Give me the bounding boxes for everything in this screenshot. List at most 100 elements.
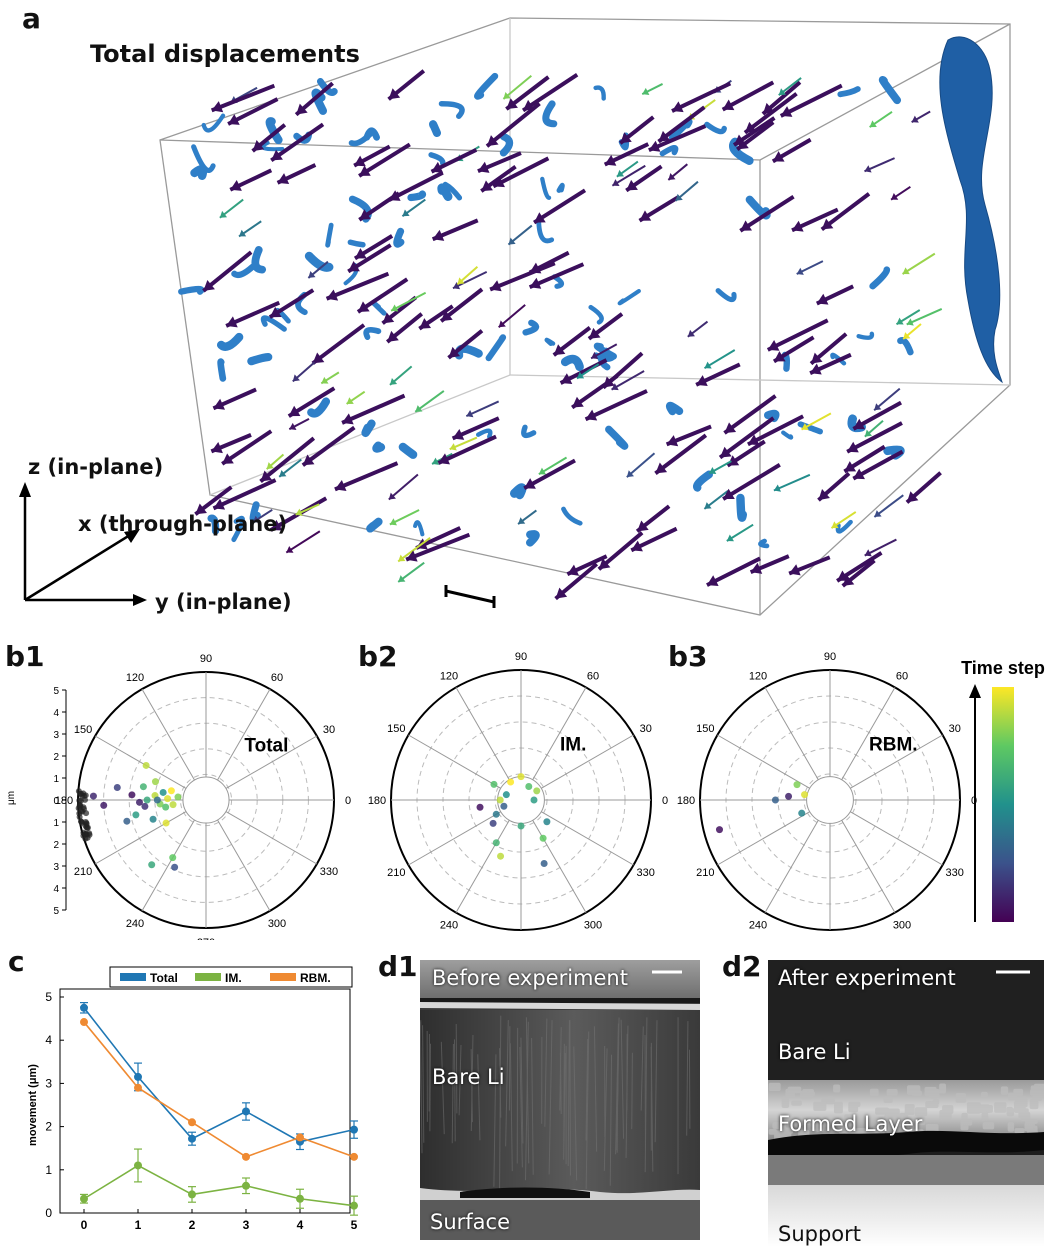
polar-point	[517, 773, 525, 781]
polar-point	[151, 778, 159, 786]
displacement-arrow	[911, 110, 931, 123]
radial-tick-label: 2	[53, 752, 59, 763]
polar-point	[167, 787, 175, 795]
polar-point	[132, 811, 140, 819]
displacement-arrow	[846, 421, 903, 454]
polar-angle-label: 300	[268, 918, 286, 930]
data-point	[188, 1118, 196, 1127]
particle-blob	[429, 120, 441, 138]
polar-angle-label: 240	[749, 920, 767, 932]
displacement-arrow	[671, 81, 732, 113]
particle-blob	[454, 344, 483, 360]
particle-blob	[437, 183, 453, 201]
displacement-arrow	[836, 551, 883, 583]
displacement-arrow	[202, 250, 253, 293]
polar-spoke	[532, 820, 587, 913]
particle-blob	[474, 72, 499, 100]
displacement-arrow	[809, 352, 852, 375]
polar-point	[801, 791, 809, 799]
displacement-arrow	[890, 186, 911, 201]
polar-point	[507, 778, 515, 786]
displacement-arrow	[485, 102, 541, 148]
polar-angle-label: 210	[387, 867, 405, 879]
particle-blob	[736, 493, 748, 522]
displacement-arrow	[749, 554, 790, 575]
radial-tick-label: 5	[53, 686, 59, 697]
particle-blob	[190, 165, 208, 180]
displacement-arrow	[852, 449, 904, 481]
d2-top-label: After experiment	[778, 966, 956, 990]
polar-spoke	[850, 734, 943, 789]
d1-mid-label: Bare Li	[432, 1065, 505, 1089]
displacement-arrow	[278, 458, 302, 478]
polar-point	[543, 818, 551, 826]
polar-center	[182, 776, 230, 824]
axis-label-y: y (in-plane)	[155, 590, 292, 614]
displacement-arrow	[210, 433, 252, 454]
displacement-arrow	[225, 300, 281, 328]
particle-blob	[325, 222, 334, 248]
displacement-arrow	[801, 412, 832, 431]
particle-blob	[265, 117, 283, 145]
displacement-arrow	[864, 420, 884, 438]
polar-angle-label: 300	[893, 920, 911, 932]
displacement-arrow	[703, 489, 729, 510]
polar-point	[171, 863, 179, 871]
particle-blob	[659, 144, 679, 157]
y-tick-label: 1	[45, 1163, 52, 1177]
displacement-arrow	[301, 425, 356, 467]
radial-tick-label: 5	[53, 906, 59, 917]
displacement-arrow	[390, 291, 427, 312]
displacement-arrow	[477, 151, 522, 174]
displacement-arrow	[703, 349, 736, 370]
displacement-arrow	[353, 234, 394, 261]
data-point	[80, 1018, 88, 1027]
displacement-arrow	[864, 157, 895, 173]
displacement-arrow	[447, 329, 484, 360]
polar-spoke	[717, 811, 810, 866]
polar-angle-label: 270	[821, 939, 839, 940]
panel-a-title: Total displacements	[90, 40, 360, 68]
data-point	[188, 1190, 196, 1199]
displacement-arrow	[210, 83, 276, 113]
displacement-arrow	[388, 473, 419, 501]
particle-blob	[366, 517, 383, 533]
displacement-arrow	[528, 262, 585, 290]
displacement-arrow	[437, 434, 497, 465]
polar-angle-label: 90	[824, 651, 836, 663]
sem-image-after: After experiment Bare Li Formed Layer Su…	[768, 960, 1044, 1247]
polar-point	[496, 796, 504, 804]
particle-blob	[499, 132, 514, 157]
displacement-arrow	[778, 77, 802, 96]
displacement-arrow	[552, 326, 592, 357]
polar-label: Total	[244, 735, 288, 756]
displacement-arrow	[270, 122, 325, 163]
displacement-arrow	[386, 312, 424, 344]
displacement-arrow	[905, 471, 942, 504]
x-tick-label: 2	[189, 1218, 196, 1232]
axis-label-z: z (in-plane)	[28, 455, 164, 479]
displacement-arrow	[449, 436, 478, 451]
particle-blob	[438, 100, 465, 120]
axis-triad	[19, 482, 147, 606]
displacement-arrow	[347, 243, 392, 274]
polar-spoke	[541, 734, 634, 789]
d1-top-label: Before experiment	[432, 966, 628, 990]
colorbar-title: Time step	[961, 658, 1045, 678]
x-tick-label: 1	[135, 1218, 142, 1232]
polar-point	[135, 798, 143, 806]
polar-angle-label: 60	[896, 670, 908, 682]
displacement-arrow	[505, 75, 550, 111]
d2-bottom-label: Support	[778, 1222, 862, 1246]
panel-letter-b1: b1	[5, 640, 45, 673]
data-point	[242, 1181, 250, 1190]
polar-spoke	[225, 735, 318, 789]
displacement-arrow	[498, 304, 526, 329]
polar-angle-label: 210	[696, 867, 714, 879]
polar-spoke	[217, 688, 271, 781]
displacement-arrow	[523, 458, 576, 490]
displacement-arrow	[294, 81, 334, 117]
polar-point	[89, 792, 97, 800]
polar-point	[490, 780, 498, 788]
legend: Total IM. RBM.	[109, 966, 353, 988]
